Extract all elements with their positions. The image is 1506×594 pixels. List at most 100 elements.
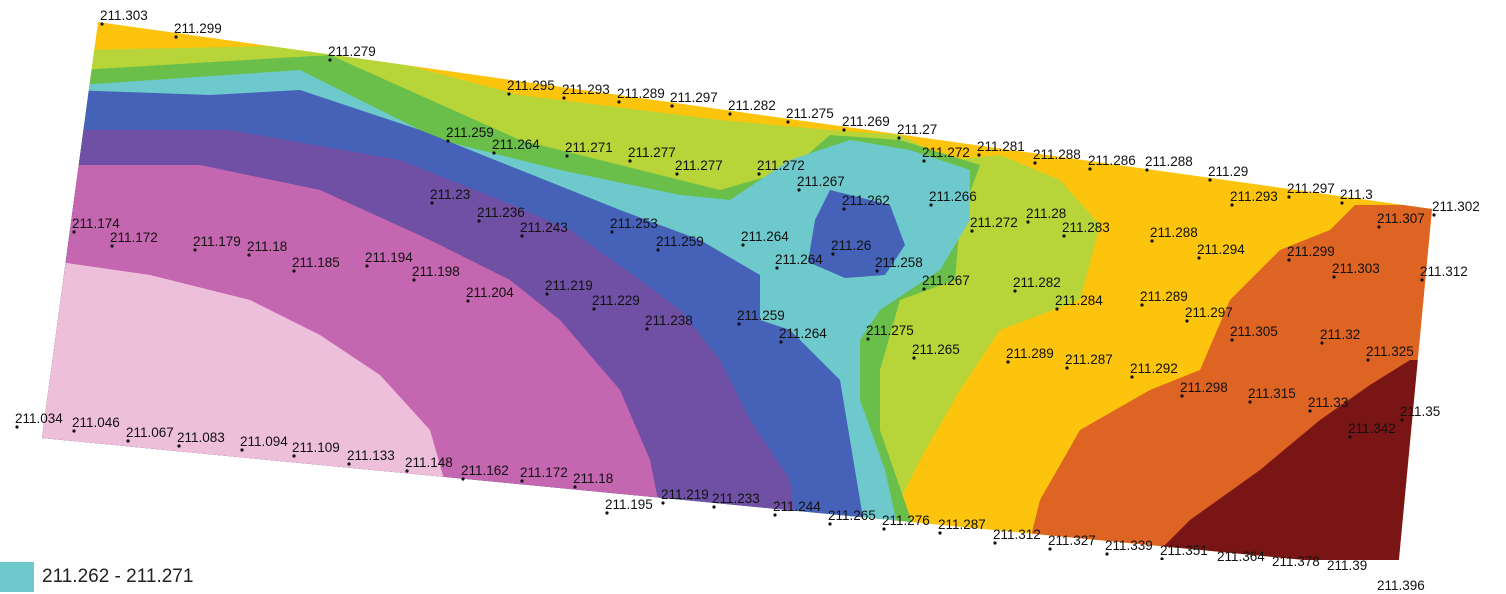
survey-point-label: 211.282 bbox=[728, 98, 776, 113]
survey-point-label: 211.275 bbox=[786, 106, 834, 121]
survey-point-label: 211.198 bbox=[412, 264, 460, 279]
survey-point-marker bbox=[645, 327, 649, 331]
survey-point-label: 211.293 bbox=[562, 82, 610, 97]
survey-point-label: 211.204 bbox=[466, 285, 514, 300]
survey-point-marker bbox=[661, 501, 665, 505]
survey-point-label: 211.185 bbox=[292, 255, 340, 270]
zone-mid-island bbox=[808, 190, 905, 278]
survey-point-marker bbox=[970, 229, 974, 233]
survey-point-label: 211.33 bbox=[1308, 395, 1348, 410]
survey-point-label: 211.292 bbox=[1130, 361, 1178, 376]
survey-point-label: 211.265 bbox=[912, 342, 960, 357]
survey-point-label: 211.295 bbox=[507, 78, 555, 93]
survey-point-label: 211.305 bbox=[1230, 324, 1278, 339]
survey-point-marker bbox=[247, 253, 251, 257]
survey-point-marker bbox=[1230, 338, 1234, 342]
survey-point-marker bbox=[1400, 418, 1404, 422]
survey-point-marker bbox=[1160, 557, 1164, 560]
survey-point-marker bbox=[477, 219, 481, 223]
survey-point-marker bbox=[1287, 195, 1291, 199]
survey-point-marker bbox=[1033, 161, 1037, 165]
survey-point-marker bbox=[110, 244, 114, 248]
survey-point-label: 211.28 bbox=[1026, 206, 1066, 221]
survey-point-marker bbox=[1197, 256, 1201, 260]
survey-point-label: 211.27 bbox=[897, 122, 937, 137]
survey-point-label: 211.272 bbox=[922, 145, 970, 160]
survey-point-label: 211.243 bbox=[520, 220, 568, 235]
survey-point-label: 211.284 bbox=[1055, 293, 1103, 308]
survey-point-label: 211.174 bbox=[72, 216, 120, 231]
survey-point-marker bbox=[882, 527, 886, 531]
survey-point-label: 211.162 bbox=[461, 463, 509, 478]
survey-point-marker bbox=[866, 337, 870, 341]
legend-label: 211.262 - 211.271 bbox=[42, 566, 194, 587]
survey-point-label: 211.233 bbox=[712, 491, 760, 506]
survey-point-marker bbox=[520, 479, 524, 483]
survey-point-label: 211.179 bbox=[193, 234, 241, 249]
survey-point-label: 211.277 bbox=[628, 145, 676, 160]
survey-point-marker bbox=[1377, 225, 1381, 229]
survey-point-marker bbox=[1006, 360, 1010, 364]
survey-point-marker bbox=[347, 462, 351, 466]
survey-point-label: 211.286 bbox=[1088, 153, 1136, 168]
survey-point-label: 211.148 bbox=[405, 455, 453, 470]
survey-point-label: 211.23 bbox=[430, 187, 470, 202]
survey-point-label: 211.276 bbox=[882, 513, 930, 528]
survey-point-label: 211.067 bbox=[126, 425, 174, 440]
survey-point-marker bbox=[412, 278, 416, 282]
survey-point-marker bbox=[1048, 547, 1052, 551]
survey-point-label: 211.303 bbox=[1332, 261, 1380, 276]
survey-point-label: 211.269 bbox=[842, 114, 890, 129]
survey-point-marker bbox=[1013, 289, 1017, 293]
survey-point-marker bbox=[993, 541, 997, 545]
legend-swatch bbox=[0, 562, 34, 592]
zone-dark-red bbox=[1120, 360, 1432, 560]
survey-point-marker bbox=[977, 153, 981, 157]
survey-point-label: 211.29 bbox=[1208, 164, 1248, 179]
survey-point-marker bbox=[1320, 341, 1324, 345]
survey-point-marker bbox=[565, 154, 569, 158]
survey-point-marker bbox=[1088, 167, 1092, 171]
survey-point-marker bbox=[712, 505, 716, 509]
survey-point-marker bbox=[174, 35, 178, 39]
survey-point-marker bbox=[573, 485, 577, 489]
survey-point-marker bbox=[1150, 239, 1154, 243]
survey-point-marker bbox=[610, 230, 614, 234]
survey-point-label: 211.312 bbox=[993, 527, 1041, 542]
survey-point-marker bbox=[461, 477, 465, 481]
survey-point-label: 211.194 bbox=[365, 250, 413, 265]
survey-point-label: 211.272 bbox=[970, 215, 1018, 230]
survey-point-marker bbox=[292, 269, 296, 273]
survey-point-label: 211.264 bbox=[741, 229, 789, 244]
survey-point-marker bbox=[492, 151, 496, 155]
survey-point-marker bbox=[1420, 278, 1424, 282]
survey-point-label: 211.39 bbox=[1327, 558, 1368, 573]
survey-point-marker bbox=[430, 201, 434, 205]
survey-point-label: 211.272 bbox=[757, 158, 805, 173]
survey-point-marker bbox=[842, 128, 846, 132]
survey-point-marker bbox=[1185, 319, 1189, 323]
survey-point-marker bbox=[605, 511, 609, 515]
survey-point-marker bbox=[1230, 203, 1234, 207]
survey-point-marker bbox=[126, 439, 130, 443]
survey-point-marker bbox=[292, 454, 296, 458]
survey-point-marker bbox=[72, 230, 76, 234]
survey-point-marker bbox=[1366, 358, 1370, 362]
survey-point-label: 211.297 bbox=[1185, 305, 1233, 320]
survey-point-marker bbox=[775, 266, 779, 270]
survey-point-label: 211.281 bbox=[977, 139, 1025, 154]
survey-point-marker bbox=[1055, 307, 1059, 311]
survey-point-label: 211.262 bbox=[842, 193, 890, 208]
survey-point-label: 211.229 bbox=[592, 293, 640, 308]
survey-point-marker bbox=[675, 172, 679, 176]
survey-point-label: 211.266 bbox=[929, 189, 977, 204]
survey-point-marker bbox=[773, 513, 777, 517]
survey-point-marker bbox=[177, 444, 181, 448]
survey-point-marker bbox=[240, 448, 244, 452]
survey-point-marker bbox=[1432, 213, 1436, 217]
survey-point-label: 211.258 bbox=[875, 255, 923, 270]
survey-point-label: 211.133 bbox=[347, 448, 395, 463]
survey-point-marker bbox=[1140, 303, 1144, 307]
survey-point-label: 211.298 bbox=[1180, 380, 1228, 395]
survey-point-label: 211.294 bbox=[1197, 242, 1245, 257]
